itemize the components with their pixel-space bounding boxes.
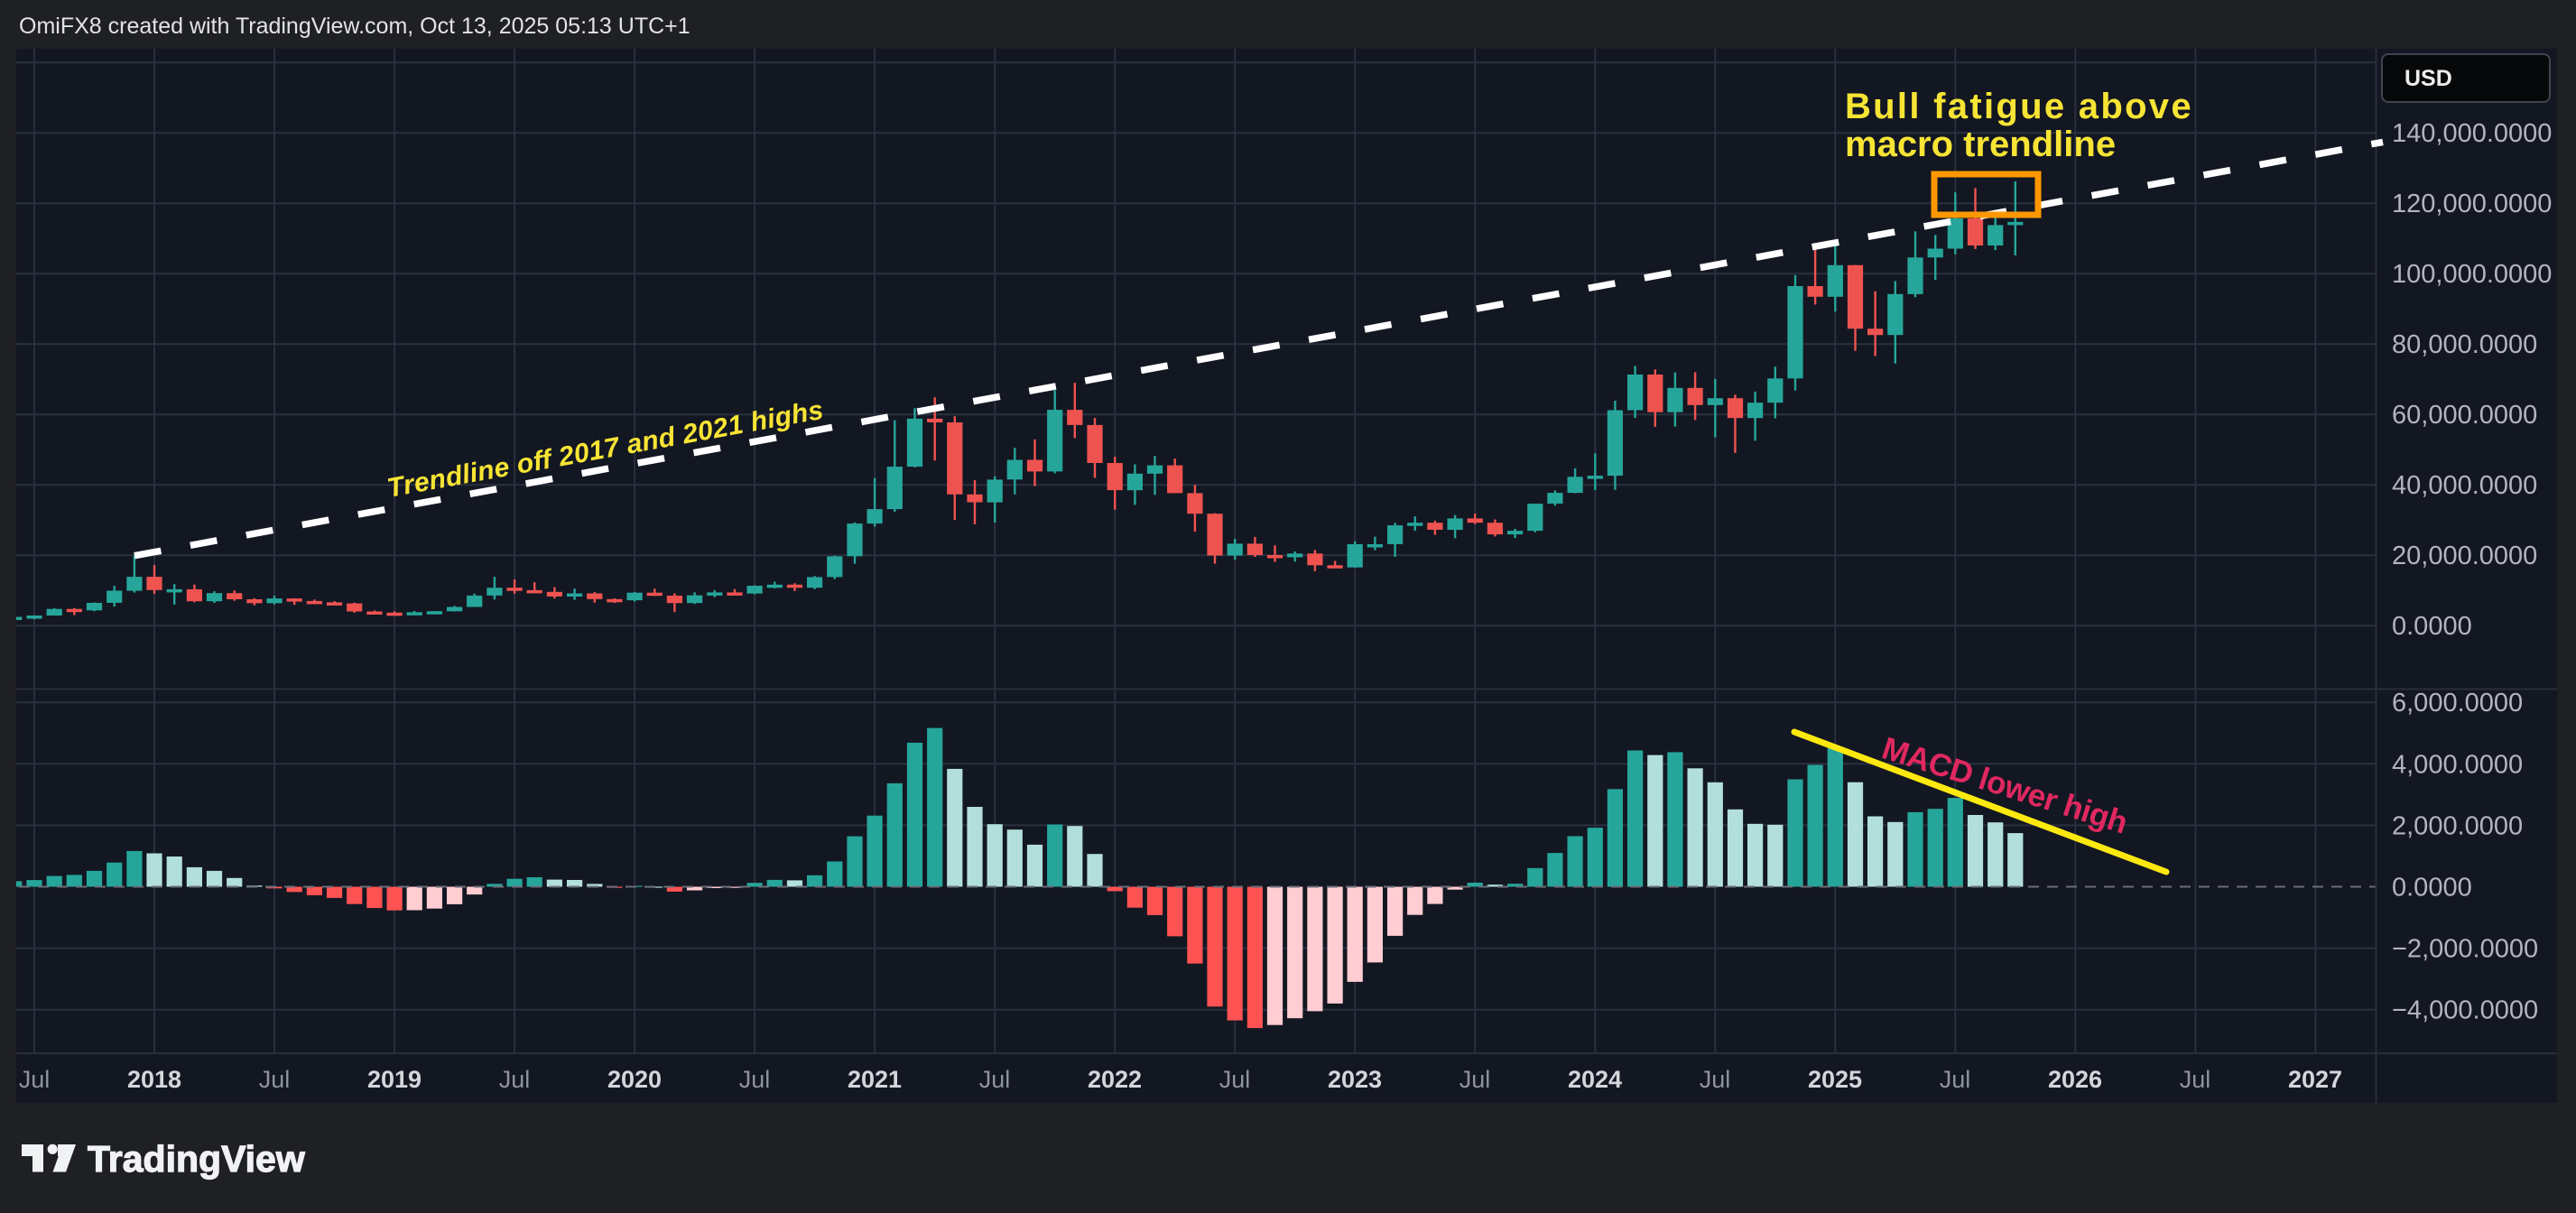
svg-text:80,000.0000: 80,000.0000 — [2392, 330, 2537, 359]
svg-text:Bull fatigue above: Bull fatigue above — [1845, 87, 2193, 126]
svg-text:20,000.0000: 20,000.0000 — [2392, 542, 2537, 570]
svg-text:40,000.0000: 40,000.0000 — [2392, 471, 2537, 500]
svg-text:2020: 2020 — [607, 1066, 662, 1093]
svg-text:140,000.0000: 140,000.0000 — [2392, 119, 2552, 148]
svg-text:0.0000: 0.0000 — [2392, 874, 2472, 903]
svg-text:Jul: Jul — [1700, 1066, 1731, 1093]
svg-text:2023: 2023 — [1328, 1066, 1382, 1093]
svg-text:Jul: Jul — [19, 1066, 51, 1093]
svg-text:Jul: Jul — [739, 1066, 771, 1093]
svg-text:Jul: Jul — [1219, 1066, 1251, 1093]
svg-text:2024: 2024 — [1568, 1066, 1622, 1093]
svg-text:120,000.0000: 120,000.0000 — [2392, 190, 2552, 218]
svg-text:Jul: Jul — [259, 1066, 291, 1093]
svg-text:OmiFX8 created with TradingVie: OmiFX8 created with TradingView.com, Oct… — [19, 14, 690, 39]
svg-text:2021: 2021 — [848, 1066, 902, 1093]
svg-text:100,000.0000: 100,000.0000 — [2392, 260, 2552, 289]
svg-text:2022: 2022 — [1088, 1066, 1142, 1093]
svg-text:2019: 2019 — [367, 1066, 422, 1093]
svg-text:6,000.0000: 6,000.0000 — [2392, 689, 2523, 718]
svg-text:2,000.0000: 2,000.0000 — [2392, 811, 2523, 840]
svg-text:2018: 2018 — [127, 1066, 181, 1093]
svg-text:Jul: Jul — [499, 1066, 531, 1093]
svg-text:TradingView: TradingView — [88, 1138, 305, 1180]
svg-text:Jul: Jul — [979, 1066, 1011, 1093]
svg-text:Jul: Jul — [1459, 1066, 1491, 1093]
svg-text:2026: 2026 — [2048, 1066, 2102, 1093]
svg-text:60,000.0000: 60,000.0000 — [2392, 401, 2537, 430]
svg-text:−2,000.0000: −2,000.0000 — [2392, 935, 2538, 964]
svg-text:USD: USD — [2405, 66, 2452, 91]
svg-text:macro trendline: macro trendline — [1845, 125, 2116, 164]
svg-text:−4,000.0000: −4,000.0000 — [2392, 996, 2538, 1025]
svg-text:2027: 2027 — [2288, 1066, 2342, 1093]
svg-text:Jul: Jul — [2180, 1066, 2211, 1093]
svg-text:0.0000: 0.0000 — [2392, 612, 2472, 641]
svg-text:4,000.0000: 4,000.0000 — [2392, 750, 2523, 779]
svg-text:2025: 2025 — [1808, 1066, 1862, 1093]
svg-text:Jul: Jul — [1940, 1066, 1971, 1093]
